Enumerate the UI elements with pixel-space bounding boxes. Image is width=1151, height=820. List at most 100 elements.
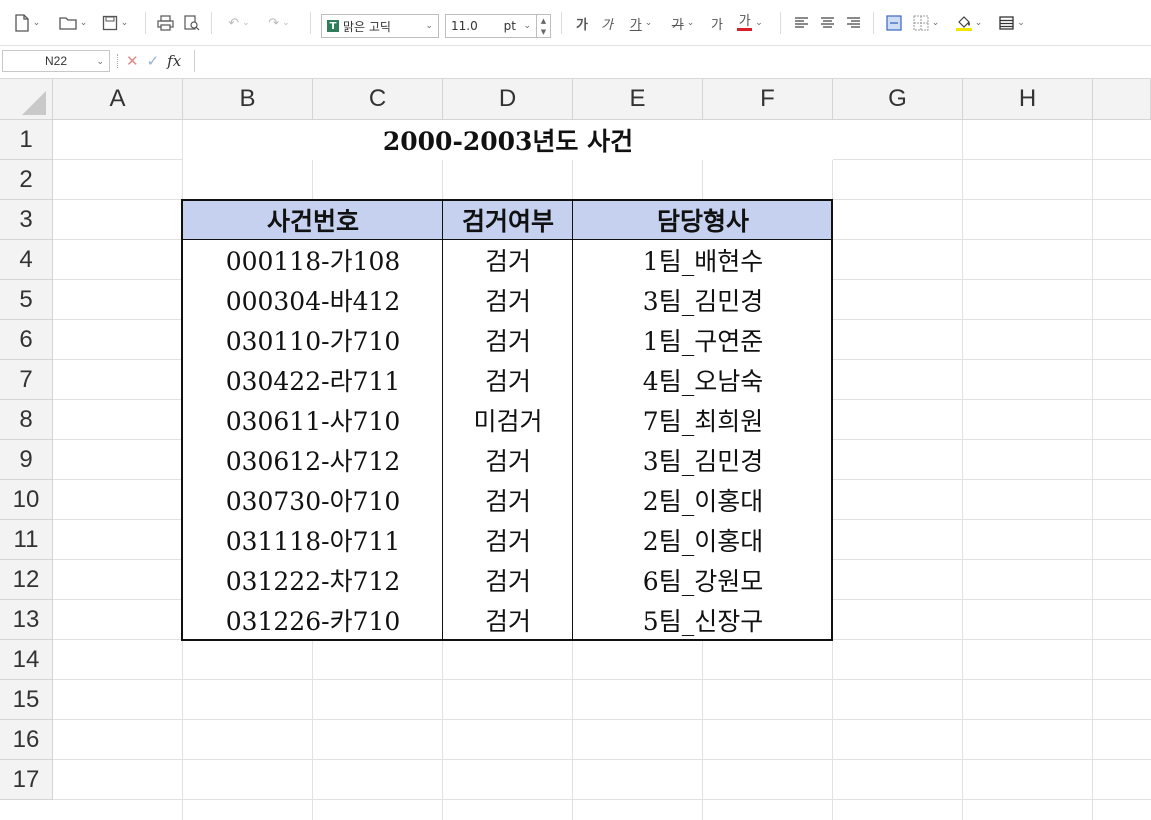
stepper-up-icon[interactable]: ▲ — [540, 16, 547, 25]
table-cell[interactable]: 000304-바412 — [183, 280, 443, 320]
table-cell[interactable]: 검거 — [443, 440, 573, 480]
row-header-17[interactable]: 17 — [0, 760, 53, 800]
table-cell[interactable]: 6팀_강원모 — [573, 560, 833, 600]
table-cell[interactable]: 검거 — [443, 560, 573, 600]
table-cell[interactable]: 3팀_김민경 — [573, 440, 833, 480]
gridline — [53, 719, 1151, 720]
name-box-value: N22 — [44, 54, 67, 68]
row-header-16[interactable]: 16 — [0, 720, 53, 760]
font-size-input[interactable]: 11.0 pt ⌄ — [445, 14, 537, 38]
save-icon[interactable]: ⌄ — [98, 13, 132, 33]
name-box[interactable]: N22 ⌄ — [2, 50, 110, 72]
formula-bar-grip[interactable] — [117, 54, 120, 68]
row-header-5[interactable]: 5 — [0, 280, 53, 320]
stepper-down-icon[interactable]: ▼ — [540, 27, 547, 36]
table-cell[interactable]: 검거 — [443, 600, 573, 640]
row-header-13[interactable]: 13 — [0, 600, 53, 640]
table-cell[interactable]: 4팀_오남숙 — [573, 360, 833, 400]
font-color-button[interactable]: 가 ⌄ — [737, 14, 763, 31]
column-header-d[interactable]: D — [443, 79, 573, 120]
strikethrough-button[interactable]: 가 ⌄ — [671, 17, 695, 33]
table-cell[interactable]: 030422-라711 — [183, 360, 443, 400]
row-header-15[interactable]: 15 — [0, 680, 53, 720]
row-header-3[interactable]: 3 — [0, 200, 53, 240]
chevron-down-icon[interactable]: ⌄ — [96, 55, 104, 66]
column-header-c[interactable]: C — [313, 79, 443, 120]
column-header-partial[interactable] — [1093, 79, 1151, 120]
table-cell[interactable]: 2팀_이홍대 — [573, 480, 833, 520]
open-folder-icon[interactable]: ⌄ — [56, 13, 90, 33]
align-left-icon[interactable] — [791, 13, 811, 33]
font-type-icon: T — [327, 20, 339, 32]
table-cell[interactable]: 5팀_신장구 — [573, 600, 833, 640]
formula-input[interactable] — [194, 50, 1149, 72]
table-cell[interactable]: 검거 — [443, 520, 573, 560]
column-header-g[interactable]: G — [833, 79, 963, 120]
table-cell[interactable]: 검거 — [443, 240, 573, 280]
table-cell[interactable]: 031118-아711 — [183, 520, 443, 560]
row-header-11[interactable]: 11 — [0, 520, 53, 560]
row-format-icon[interactable]: ⌄ — [995, 13, 1029, 33]
table-cell[interactable]: 검거 — [443, 480, 573, 520]
select-all-corner[interactable] — [0, 79, 53, 120]
column-header-e[interactable]: E — [573, 79, 703, 120]
row-header-4[interactable]: 4 — [0, 240, 53, 280]
row-header-8[interactable]: 8 — [0, 400, 53, 440]
redo-icon[interactable]: ↷ ⌄ — [268, 15, 290, 31]
merge-cells-icon[interactable] — [884, 13, 904, 33]
table-cell[interactable]: 030612-사712 — [183, 440, 443, 480]
row-header-10[interactable]: 10 — [0, 480, 53, 520]
fill-color-icon[interactable]: ⌄ — [950, 13, 988, 33]
italic-button[interactable]: 가 — [601, 17, 613, 33]
table-header-cell[interactable]: 검거여부 — [443, 200, 573, 240]
table-cell[interactable]: 2팀_이홍대 — [573, 520, 833, 560]
row-header-6[interactable]: 6 — [0, 320, 53, 360]
confirm-icon[interactable]: ✓ — [146, 52, 160, 70]
font-size-stepper[interactable]: ▲ ▼ — [536, 14, 551, 38]
row-header-14[interactable]: 14 — [0, 640, 53, 680]
print-icon[interactable] — [154, 13, 176, 33]
table-cell[interactable]: 031226-카710 — [183, 600, 443, 640]
table-cell[interactable]: 검거 — [443, 320, 573, 360]
underline-button[interactable]: 가 ⌄ — [629, 17, 653, 33]
shadow-text-button[interactable]: 가 — [711, 17, 723, 33]
table-cell[interactable]: 030730-아710 — [183, 480, 443, 520]
table-cell[interactable]: 검거 — [443, 360, 573, 400]
column-header-a[interactable]: A — [53, 79, 183, 120]
align-right-icon[interactable] — [843, 13, 863, 33]
table-header-cell[interactable]: 담당형사 — [573, 200, 833, 240]
undo-icon[interactable]: ↶ ⌄ — [228, 15, 250, 31]
table-header-cell[interactable]: 사건번호 — [183, 200, 443, 240]
row-header-9[interactable]: 9 — [0, 440, 53, 480]
row-header-2[interactable]: 2 — [0, 160, 53, 200]
row-header-7[interactable]: 7 — [0, 360, 53, 400]
align-center-icon[interactable] — [817, 13, 837, 33]
column-header-b[interactable]: B — [183, 79, 313, 120]
chevron-down-icon[interactable]: ⌄ — [523, 21, 531, 31]
table-cell[interactable]: 031222-차712 — [183, 560, 443, 600]
font-color-bar — [737, 28, 753, 31]
sheet-title[interactable]: 2000-2003년도 사건 — [183, 120, 833, 160]
function-icon[interactable]: fx — [167, 52, 182, 70]
table-cell[interactable]: 030110-가710 — [183, 320, 443, 360]
column-header-h[interactable]: H — [963, 79, 1093, 120]
column-header-f[interactable]: F — [703, 79, 833, 120]
table-cell[interactable]: 3팀_김민경 — [573, 280, 833, 320]
table-cell[interactable]: 030611-사710 — [183, 400, 443, 440]
table-cell[interactable]: 7팀_최희원 — [573, 400, 833, 440]
new-document-icon[interactable]: ⌄ — [12, 13, 42, 33]
row-header-12[interactable]: 12 — [0, 560, 53, 600]
table-cell[interactable]: 1팀_구연준 — [573, 320, 833, 360]
table-cell[interactable]: 미검거 — [443, 400, 573, 440]
cancel-icon[interactable]: ✕ — [126, 52, 139, 70]
cell-border-icon[interactable]: ⌄ — [908, 13, 944, 33]
bold-button[interactable]: 가 — [576, 17, 588, 33]
chevron-down-icon[interactable]: ⌄ — [425, 21, 433, 31]
formula-bar: N22 ⌄ ✕ ✓ fx — [0, 46, 1151, 79]
table-cell[interactable]: 000118-가108 — [183, 240, 443, 280]
row-header-1[interactable]: 1 — [0, 120, 53, 160]
table-cell[interactable]: 1팀_배현수 — [573, 240, 833, 280]
font-name-select[interactable]: T 맑은 고딕 ⌄ — [321, 14, 439, 38]
print-preview-icon[interactable] — [180, 13, 202, 33]
table-cell[interactable]: 검거 — [443, 280, 573, 320]
